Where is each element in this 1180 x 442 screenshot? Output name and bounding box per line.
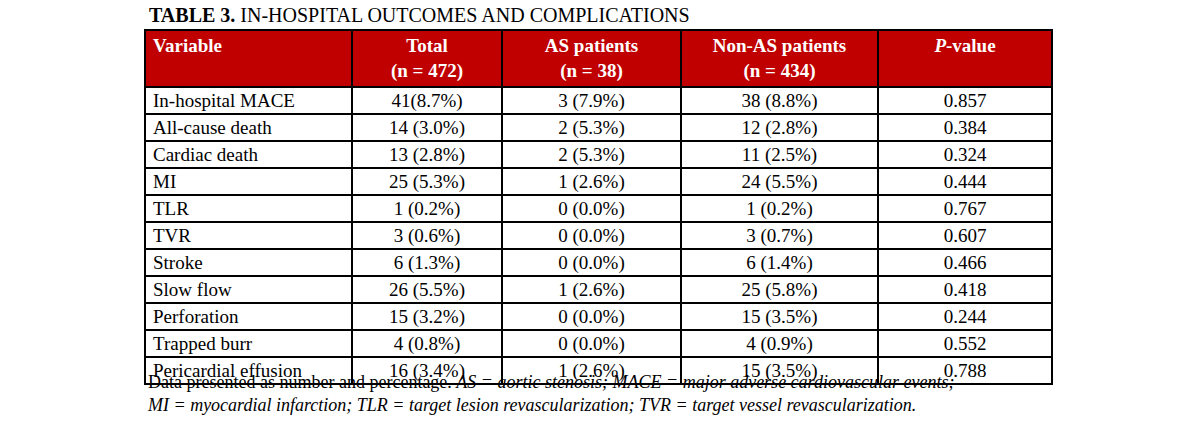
table-header: Variable Total (n = 472) AS patients (n … — [145, 30, 1052, 87]
table-row: In-hospital MACE 41(8.7%) 3 (7.9%) 38 (8… — [145, 87, 1052, 114]
cell-non-as-patients: 25 (5.8%) — [681, 276, 878, 303]
cell-as-patients: 0 (0.0%) — [502, 249, 681, 276]
table-row: All-cause death 14 (3.0%) 2 (5.3%) 12 (2… — [145, 114, 1052, 141]
cell-variable: Cardiac death — [145, 141, 352, 168]
cell-non-as-patients: 1 (0.2%) — [681, 195, 878, 222]
cell-variable: TLR — [145, 195, 352, 222]
table-row: Trapped burr 4 (0.8%) 0 (0.0%) 4 (0.9%) … — [145, 330, 1052, 357]
table-row: Perforation 15 (3.2%) 0 (0.0%) 15 (3.5%)… — [145, 303, 1052, 330]
header-cell-variable: Variable — [145, 30, 352, 87]
cell-variable: MI — [145, 168, 352, 195]
cell-as-patients: 2 (5.3%) — [502, 141, 681, 168]
paper-page: TABLE 3. IN-HOSPITAL OUTCOMES AND COMPLI… — [0, 0, 1180, 442]
table-body: In-hospital MACE 41(8.7%) 3 (7.9%) 38 (8… — [145, 87, 1052, 384]
cell-as-patients: 3 (7.9%) — [502, 87, 681, 114]
cell-as-patients: 0 (0.0%) — [502, 195, 681, 222]
cell-non-as-patients: 11 (2.5%) — [681, 141, 878, 168]
cell-p-value: 0.418 — [878, 276, 1052, 303]
table-title: TABLE 3. IN-HOSPITAL OUTCOMES AND COMPLI… — [149, 3, 690, 27]
cell-non-as-patients: 15 (3.5%) — [681, 303, 878, 330]
cell-p-value: 0.857 — [878, 87, 1052, 114]
table-row: Stroke 6 (1.3%) 0 (0.0%) 6 (1.4%) 0.466 — [145, 249, 1052, 276]
cell-non-as-patients: 38 (8.8%) — [681, 87, 878, 114]
cell-p-value: 0.384 — [878, 114, 1052, 141]
cell-total: 13 (2.8%) — [352, 141, 502, 168]
cell-total: 26 (5.5%) — [352, 276, 502, 303]
outcomes-table: Variable Total (n = 472) AS patients (n … — [144, 29, 1053, 385]
cell-total: 3 (0.6%) — [352, 222, 502, 249]
cell-variable: Trapped burr — [145, 330, 352, 357]
cell-non-as-patients: 3 (0.7%) — [681, 222, 878, 249]
cell-as-patients: 0 (0.0%) — [502, 303, 681, 330]
cell-total: 14 (3.0%) — [352, 114, 502, 141]
cell-as-patients: 2 (5.3%) — [502, 114, 681, 141]
cell-as-patients: 1 (2.6%) — [502, 168, 681, 195]
cell-p-value: 0.244 — [878, 303, 1052, 330]
cell-variable: TVR — [145, 222, 352, 249]
cell-p-value: 0.466 — [878, 249, 1052, 276]
table-row: TVR 3 (0.6%) 0 (0.0%) 3 (0.7%) 0.607 — [145, 222, 1052, 249]
table-number: TABLE 3. — [149, 4, 235, 26]
table-row: Slow flow 26 (5.5%) 1 (2.6%) 25 (5.8%) 0… — [145, 276, 1052, 303]
cell-total: 4 (0.8%) — [352, 330, 502, 357]
cell-variable: Stroke — [145, 249, 352, 276]
cell-non-as-patients: 12 (2.8%) — [681, 114, 878, 141]
cell-p-value: 0.607 — [878, 222, 1052, 249]
cell-variable: Perforation — [145, 303, 352, 330]
header-row: Variable Total (n = 472) AS patients (n … — [145, 30, 1052, 87]
table-row: TLR 1 (0.2%) 0 (0.0%) 1 (0.2%) 0.767 — [145, 195, 1052, 222]
cell-p-value: 0.444 — [878, 168, 1052, 195]
header-cell-p-value: P-value — [878, 30, 1052, 87]
cell-p-value: 0.324 — [878, 141, 1052, 168]
cell-non-as-patients: 24 (5.5%) — [681, 168, 878, 195]
header-cell-as-patients: AS patients (n = 38) — [502, 30, 681, 87]
header-cell-non-as-patients: Non-AS patients (n = 434) — [681, 30, 878, 87]
cell-total: 6 (1.3%) — [352, 249, 502, 276]
cell-as-patients: 0 (0.0%) — [502, 330, 681, 357]
cell-total: 41(8.7%) — [352, 87, 502, 114]
cell-total: 25 (5.3%) — [352, 168, 502, 195]
footnote-regular-text: Data presented as number and percentage. — [148, 372, 452, 392]
cell-variable: All-cause death — [145, 114, 352, 141]
cell-total: 15 (3.2%) — [352, 303, 502, 330]
header-cell-total: Total (n = 472) — [352, 30, 502, 87]
cell-as-patients: 1 (2.6%) — [502, 276, 681, 303]
cell-variable: In-hospital MACE — [145, 87, 352, 114]
table-row: Cardiac death 13 (2.8%) 2 (5.3%) 11 (2.5… — [145, 141, 1052, 168]
table-footnote: Data presented as number and percentage.… — [148, 371, 970, 416]
p-value-italic-p: P — [934, 35, 946, 56]
table-title-text: IN-HOSPITAL OUTCOMES AND COMPLICATIONS — [240, 4, 689, 26]
cell-total: 1 (0.2%) — [352, 195, 502, 222]
cell-non-as-patients: 6 (1.4%) — [681, 249, 878, 276]
cell-as-patients: 0 (0.0%) — [502, 222, 681, 249]
cell-p-value: 0.767 — [878, 195, 1052, 222]
cell-p-value: 0.552 — [878, 330, 1052, 357]
cell-non-as-patients: 4 (0.9%) — [681, 330, 878, 357]
cell-variable: Slow flow — [145, 276, 352, 303]
table-row: MI 25 (5.3%) 1 (2.6%) 24 (5.5%) 0.444 — [145, 168, 1052, 195]
